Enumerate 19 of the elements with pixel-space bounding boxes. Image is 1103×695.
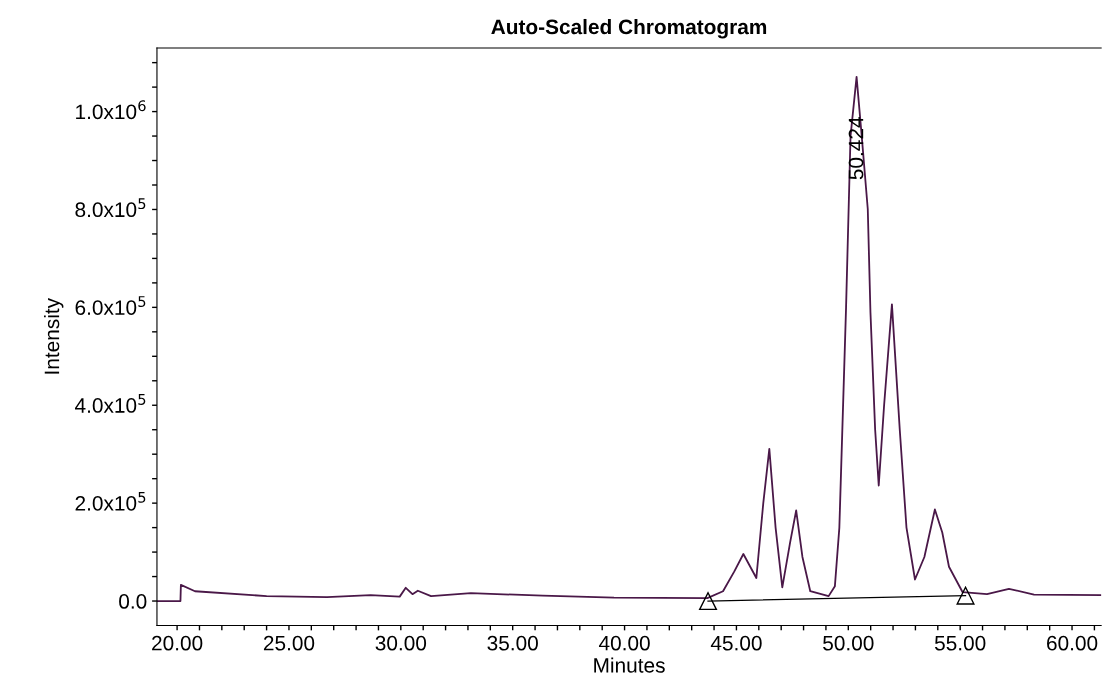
x-tick-label: 45.00	[710, 635, 762, 651]
x-tick-label: 25.00	[263, 635, 315, 651]
x-tick-label: 50.00	[823, 635, 874, 651]
y-tick-label: 4.0x10$^{5}$	[75, 394, 146, 413]
y-tick-label: 8.0x10$^{5}$	[75, 198, 146, 218]
x-axis-title: Minutes	[594, 657, 665, 673]
y-tick-label: 6.0x10$^{5}$	[75, 296, 146, 315]
annotation: 50.424	[848, 117, 864, 180]
x-tick-label: 20.00	[152, 635, 203, 651]
x-tick-label: 30.00	[375, 635, 427, 651]
y-tick-label: 1.0x10$^{6}$	[76, 100, 146, 120]
x-tick-label: 60.00	[1047, 635, 1098, 651]
y-tick-label: 0.0	[119, 594, 147, 609]
x-tick-label: 40.00	[598, 635, 650, 651]
y-axis-title: Intensity	[43, 297, 64, 374]
x-tick-label: 35.00	[487, 635, 538, 651]
x-tick-label: 55.00	[934, 635, 986, 651]
chart-title: Auto-Scaled Chromatogram	[491, 18, 767, 39]
y-tick-label: 2.0x10$^{5}$	[75, 491, 146, 511]
